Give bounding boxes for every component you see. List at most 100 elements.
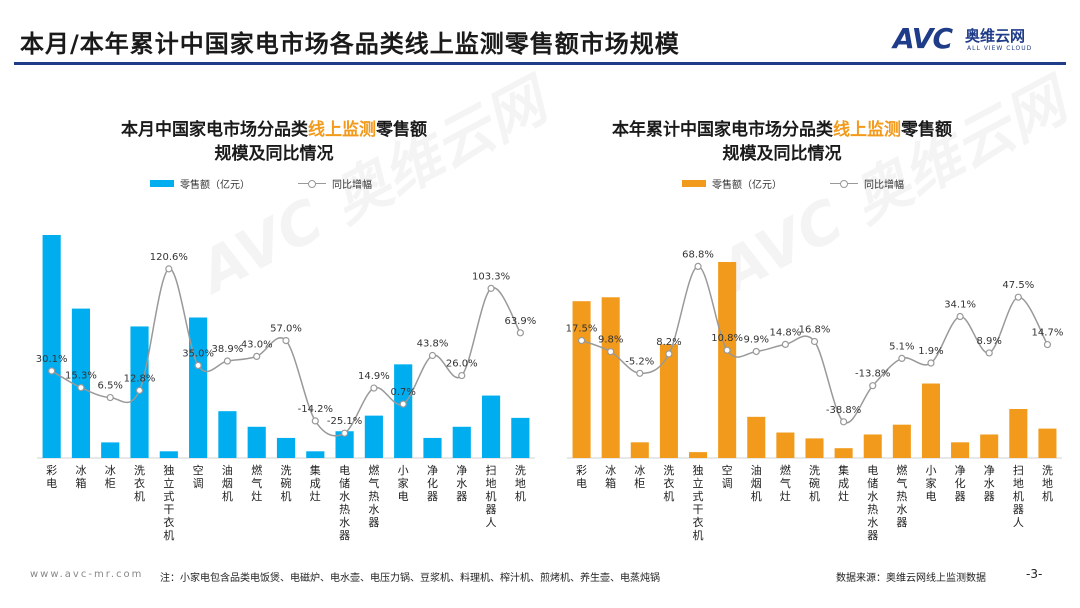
category-label-2: 冰柜 — [105, 464, 116, 490]
growth-point-6 — [752, 347, 760, 356]
growth-label-13: 34.1% — [944, 300, 976, 311]
category-label-0: 彩电 — [46, 464, 57, 490]
left-chart-title-line2: 规模及同比情况 — [214, 144, 334, 164]
growth-point-14 — [985, 349, 993, 357]
growth-label-7: 14.8% — [769, 327, 801, 338]
right-chart-legend: 零售额（亿元） 同比增幅 — [682, 176, 904, 191]
footer-note: 注：小家电包含品类电饭煲、电磁炉、电水壶、电压力锅、豆浆机、料理机、榨汁机、煎烤… — [160, 573, 660, 584]
growth-label-10: -25.1% — [327, 416, 362, 427]
growth-point-2 — [106, 393, 114, 402]
growth-label-0: 17.5% — [566, 324, 598, 335]
avc-logo: AVC 奥维云网 ALL VIEW CLOUD — [893, 22, 1063, 58]
bar-9 — [834, 448, 853, 458]
category-label-12: 小家电 — [398, 464, 409, 503]
category-label-13: 净化器 — [427, 463, 438, 503]
bar-1 — [601, 297, 620, 458]
growth-point-7 — [253, 352, 261, 360]
bar-12 — [921, 383, 940, 458]
growth-point-9 — [311, 417, 319, 425]
category-label-1: 冰箱 — [75, 464, 86, 490]
category-label-0: 彩电 — [576, 464, 587, 490]
bar-10 — [863, 434, 882, 458]
growth-point-0 — [577, 336, 586, 345]
growth-label-9: -14.2% — [298, 404, 333, 415]
bar-7 — [776, 432, 795, 458]
growth-label-14: 8.9% — [977, 336, 1002, 347]
legend-bar-label: 零售额（亿元） — [712, 180, 782, 191]
growth-label-0: 30.1% — [36, 354, 68, 365]
growth-point-10 — [869, 382, 877, 390]
category-label-8: 洗碗机 — [281, 464, 292, 503]
right-chart-title-part1: 本年累计中国家电市场分品类 — [612, 120, 833, 140]
legend-line-label: 同比增幅 — [864, 180, 904, 191]
category-label-10: 电储水热水器 — [339, 464, 350, 542]
growth-point-5 — [723, 346, 731, 354]
bar-11 — [364, 415, 383, 458]
bar-1 — [71, 308, 91, 458]
right-chart-title-line2: 规模及同比情况 — [722, 144, 842, 164]
page-title: 本月/本年累计中国家电市场各品类线上监测零售额市场规模 — [20, 30, 680, 58]
legend-bar-swatch — [150, 180, 174, 187]
category-label-13: 净化器 — [955, 463, 966, 503]
bar-12 — [394, 364, 413, 458]
growth-label-8: 57.0% — [270, 324, 302, 335]
growth-label-7: 43.0% — [241, 339, 273, 350]
bar-0 — [42, 235, 61, 458]
category-label-9: 集成灶 — [310, 463, 321, 503]
growth-label-16: 63.9% — [504, 316, 536, 327]
bar-16 — [511, 417, 530, 458]
growth-point-11 — [370, 384, 378, 392]
bar-4 — [159, 451, 178, 458]
bar-15 — [481, 395, 501, 458]
growth-point-14 — [458, 371, 466, 380]
growth-point-12 — [399, 400, 407, 408]
bar-9 — [306, 451, 325, 458]
category-label-15: 扫地机器人 — [486, 464, 497, 529]
growth-label-8: 16.8% — [799, 325, 831, 336]
growth-label-5: 35.0% — [182, 348, 214, 359]
category-label-9: 集成灶 — [838, 463, 849, 503]
category-label-5: 空调 — [193, 463, 204, 490]
growth-point-5 — [194, 361, 202, 370]
bar-6 — [747, 416, 766, 458]
growth-label-5: 10.8% — [711, 333, 743, 344]
growth-point-15 — [487, 284, 495, 292]
logo-avc-text: AVC — [893, 22, 953, 55]
category-label-16: 洗地机 — [1042, 464, 1053, 503]
bar-5 — [718, 262, 737, 458]
growth-label-11: 5.1% — [889, 341, 914, 352]
bar-6 — [218, 411, 237, 458]
growth-label-2: -5.2% — [625, 356, 654, 367]
bar-3 — [659, 344, 678, 458]
bar-0 — [572, 301, 591, 458]
category-label-4: 独立式干衣机 — [163, 464, 174, 542]
bar-14 — [980, 434, 999, 458]
growth-label-16: 14.7% — [1032, 328, 1064, 339]
legend-bar-swatch — [682, 180, 706, 187]
legend-line-label: 同比增幅 — [332, 180, 372, 191]
growth-label-12: 1.9% — [918, 346, 943, 357]
growth-label-3: 12.8% — [124, 373, 156, 384]
growth-point-1 — [77, 384, 85, 392]
growth-label-15: 47.5% — [1002, 280, 1034, 291]
category-label-3: 洗衣机 — [134, 464, 145, 503]
category-label-2: 冰柜 — [634, 464, 645, 490]
right-chart-title-highlight: 线上监测 — [833, 120, 901, 140]
category-label-11: 燃气热水器 — [896, 463, 907, 529]
bar-2 — [630, 442, 649, 458]
category-label-6: 油烟机 — [222, 463, 233, 503]
category-label-1: 冰箱 — [605, 464, 616, 490]
growth-point-3 — [665, 350, 673, 358]
legend-line-swatch — [830, 179, 858, 188]
growth-point-3 — [135, 386, 144, 395]
logo-cn-text: 奥维云网 — [965, 27, 1026, 45]
logo-en-text: ALL VIEW CLOUD — [967, 45, 1033, 52]
growth-label-1: 15.3% — [65, 371, 97, 382]
page-number: -3- — [1026, 567, 1043, 581]
bar-8 — [805, 438, 824, 458]
right-chart-title-part2: 零售额 — [901, 120, 952, 140]
growth-label-1: 9.8% — [598, 335, 623, 346]
growth-point-13 — [956, 312, 964, 321]
growth-point-16 — [1043, 340, 1052, 349]
growth-label-4: 120.6% — [150, 252, 188, 263]
